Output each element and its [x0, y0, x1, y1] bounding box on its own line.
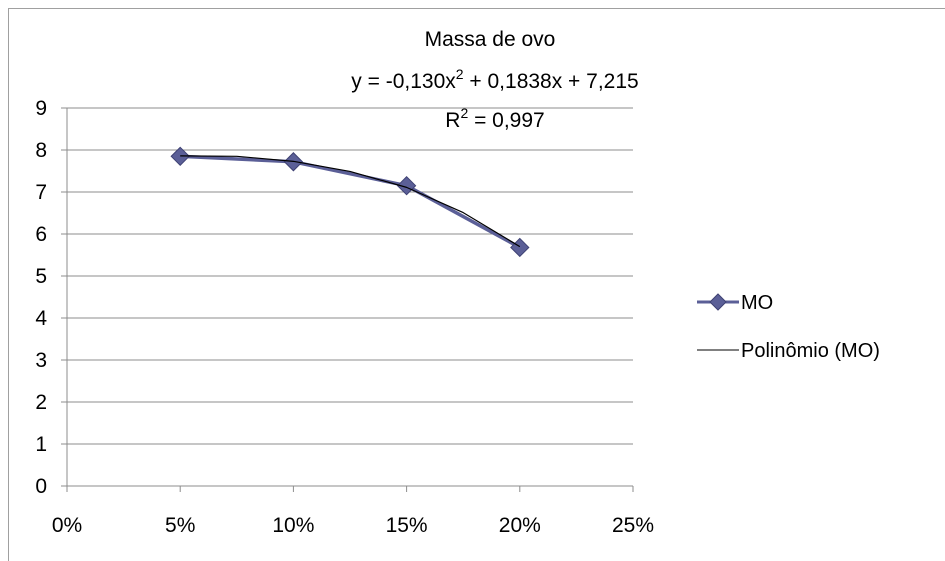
- axes: [61, 107, 634, 492]
- y-tick-label: 6: [35, 223, 47, 246]
- gridlines: [67, 107, 633, 445]
- legend-polinomio-label: Polinômio (MO): [741, 340, 880, 362]
- legend-mo-label: MO: [741, 292, 773, 314]
- y-tick-label: 3: [35, 349, 47, 372]
- trendline-polynomial: [180, 155, 521, 248]
- x-tick-label: 0%: [52, 514, 82, 537]
- data-point: [396, 175, 417, 196]
- equation-suffix: + 0,1838x + 7,215: [464, 70, 639, 93]
- y-tick-labels: 0 1 2 3 4 5 6 7 8 9: [35, 97, 47, 498]
- y-tick-label: 8: [35, 139, 47, 162]
- series-line-0: [180, 154, 521, 249]
- legend: MO Polinômio (MO): [697, 292, 880, 362]
- legend-item-mo: MO: [697, 292, 773, 314]
- r-squared-label: R2 = 0,997: [445, 105, 544, 132]
- legend-item-polinomio: Polinômio (MO): [697, 340, 880, 362]
- x-tick-label: 15%: [386, 514, 428, 537]
- y-tick-label: 7: [35, 181, 47, 204]
- y-tick-label: 2: [35, 391, 47, 414]
- y-tick-label: 9: [35, 97, 47, 120]
- legend-mo-marker-icon: [709, 293, 727, 311]
- data-point: [510, 237, 530, 258]
- x-tick-labels: 0% 5% 10% 15% 20% 25%: [52, 514, 654, 537]
- r2-prefix: R: [445, 109, 460, 132]
- x-tick-label: 25%: [612, 514, 654, 537]
- equation-prefix: y = -0,130x: [351, 70, 456, 93]
- r2-exponent: 2: [460, 105, 468, 121]
- x-tick-label: 5%: [165, 514, 195, 537]
- r2-suffix: = 0,997: [468, 109, 544, 132]
- chart-title: Massa de ovo: [425, 28, 556, 51]
- y-tick-label: 5: [35, 265, 47, 288]
- equation-exponent: 2: [456, 66, 464, 82]
- x-tick-label: 20%: [499, 514, 541, 537]
- x-tick-label: 10%: [272, 514, 314, 537]
- y-tick-label: 0: [35, 475, 47, 498]
- y-tick-label: 1: [35, 433, 47, 456]
- y-tick-label: 4: [35, 307, 47, 330]
- trendline-equation: y = -0,130x2 + 0,1838x + 7,215: [351, 66, 638, 93]
- chart-frame: [8, 8, 945, 561]
- series-layer: [170, 146, 530, 258]
